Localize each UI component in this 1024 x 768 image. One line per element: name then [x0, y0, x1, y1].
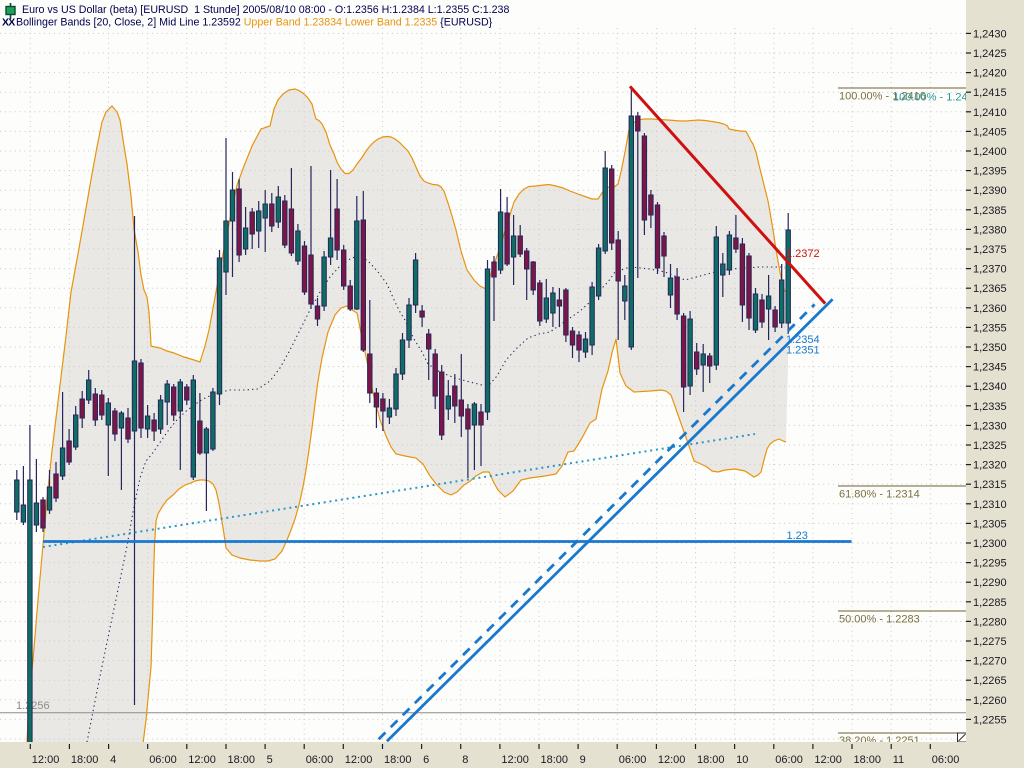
- svg-text:XX: XX: [2, 17, 15, 29]
- svg-text:12:00: 12:00: [658, 754, 686, 766]
- svg-text:1,2290: 1,2290: [973, 577, 1007, 589]
- svg-text:1,2345: 1,2345: [973, 362, 1007, 374]
- svg-text:Euro vs US Dollar (beta) [EURU: Euro vs US Dollar (beta) [EURUSD 1 Stund…: [22, 4, 509, 16]
- svg-text:1,2350: 1,2350: [973, 342, 1007, 354]
- svg-text:11: 11: [893, 754, 904, 766]
- svg-text:1,2380: 1,2380: [973, 224, 1007, 236]
- svg-text:Bollinger Bands [20, Close, 2]: Bollinger Bands [20, Close, 2] Mid Line …: [16, 17, 493, 29]
- svg-text:06:00: 06:00: [306, 754, 334, 766]
- svg-text:6: 6: [423, 754, 429, 766]
- svg-text:1,2355: 1,2355: [973, 322, 1007, 334]
- svg-text:1,2305: 1,2305: [973, 518, 1007, 530]
- svg-text:1.23: 1.23: [787, 530, 808, 542]
- svg-text:06:00: 06:00: [932, 754, 960, 766]
- svg-text:1,2300: 1,2300: [973, 538, 1007, 550]
- svg-text:18:00: 18:00: [854, 754, 882, 766]
- svg-text:1,2390: 1,2390: [973, 185, 1007, 197]
- svg-text:1,2330: 1,2330: [973, 420, 1007, 432]
- svg-text:50.00% - 1.2283: 50.00% - 1.2283: [839, 614, 920, 626]
- svg-text:1,2295: 1,2295: [973, 558, 1007, 570]
- svg-text:1,2255: 1,2255: [973, 714, 1007, 726]
- svg-text:1.2372: 1.2372: [786, 248, 820, 260]
- svg-text:18:00: 18:00: [228, 754, 256, 766]
- svg-text:1,2325: 1,2325: [973, 440, 1007, 452]
- svg-text:5: 5: [267, 754, 273, 766]
- svg-text:06:00: 06:00: [149, 754, 177, 766]
- svg-text:06:00: 06:00: [619, 754, 647, 766]
- svg-text:1,2405: 1,2405: [973, 126, 1007, 138]
- svg-text:1,2365: 1,2365: [973, 283, 1007, 295]
- svg-text:1,2370: 1,2370: [973, 264, 1007, 276]
- svg-text:61.80% - 1.2314: 61.80% - 1.2314: [839, 489, 920, 501]
- svg-text:1,2410: 1,2410: [973, 107, 1007, 119]
- svg-text:4: 4: [110, 754, 116, 766]
- svg-text:18:00: 18:00: [541, 754, 569, 766]
- svg-text:12:00: 12:00: [501, 754, 529, 766]
- svg-text:1,2425: 1,2425: [973, 48, 1007, 60]
- svg-text:1,2285: 1,2285: [973, 597, 1007, 609]
- svg-text:1,2310: 1,2310: [973, 499, 1007, 511]
- svg-text:1,2270: 1,2270: [973, 656, 1007, 668]
- svg-text:1,2280: 1,2280: [973, 616, 1007, 628]
- svg-text:100.00% - 1.2416: 100.00% - 1.2416: [839, 91, 926, 103]
- svg-text:1,2415: 1,2415: [973, 87, 1007, 99]
- svg-text:1,2320: 1,2320: [973, 460, 1007, 472]
- svg-text:1,2335: 1,2335: [973, 401, 1007, 413]
- svg-text:1,2430: 1,2430: [973, 28, 1007, 40]
- svg-text:12:00: 12:00: [188, 754, 216, 766]
- svg-text:06:00: 06:00: [775, 754, 803, 766]
- svg-text:12:00: 12:00: [814, 754, 842, 766]
- svg-text:1,2420: 1,2420: [973, 68, 1007, 80]
- svg-text:12:00: 12:00: [32, 754, 60, 766]
- svg-text:8: 8: [462, 754, 468, 766]
- svg-text:100.00% - 1.2406: 100.00% - 1.2406: [893, 92, 980, 104]
- svg-text:1,2340: 1,2340: [973, 381, 1007, 393]
- svg-text:1,2385: 1,2385: [973, 205, 1007, 217]
- svg-text:18:00: 18:00: [384, 754, 412, 766]
- svg-text:10: 10: [736, 754, 748, 766]
- svg-text:1,2265: 1,2265: [973, 675, 1007, 687]
- svg-text:1.2354: 1.2354: [786, 334, 820, 346]
- svg-text:18:00: 18:00: [71, 754, 99, 766]
- svg-text:1,2275: 1,2275: [973, 636, 1007, 648]
- svg-text:1,2395: 1,2395: [973, 166, 1007, 178]
- svg-text:1,2400: 1,2400: [973, 146, 1007, 158]
- svg-text:1,2315: 1,2315: [973, 479, 1007, 491]
- svg-text:1,2375: 1,2375: [973, 244, 1007, 256]
- svg-text:1,2260: 1,2260: [973, 695, 1007, 707]
- svg-text:12:00: 12:00: [345, 754, 373, 766]
- svg-text:1.2351: 1.2351: [786, 345, 820, 357]
- svg-text:18:00: 18:00: [697, 754, 725, 766]
- svg-text:9: 9: [580, 754, 586, 766]
- svg-text:1,2360: 1,2360: [973, 303, 1007, 315]
- svg-text:1.2256: 1.2256: [16, 700, 50, 712]
